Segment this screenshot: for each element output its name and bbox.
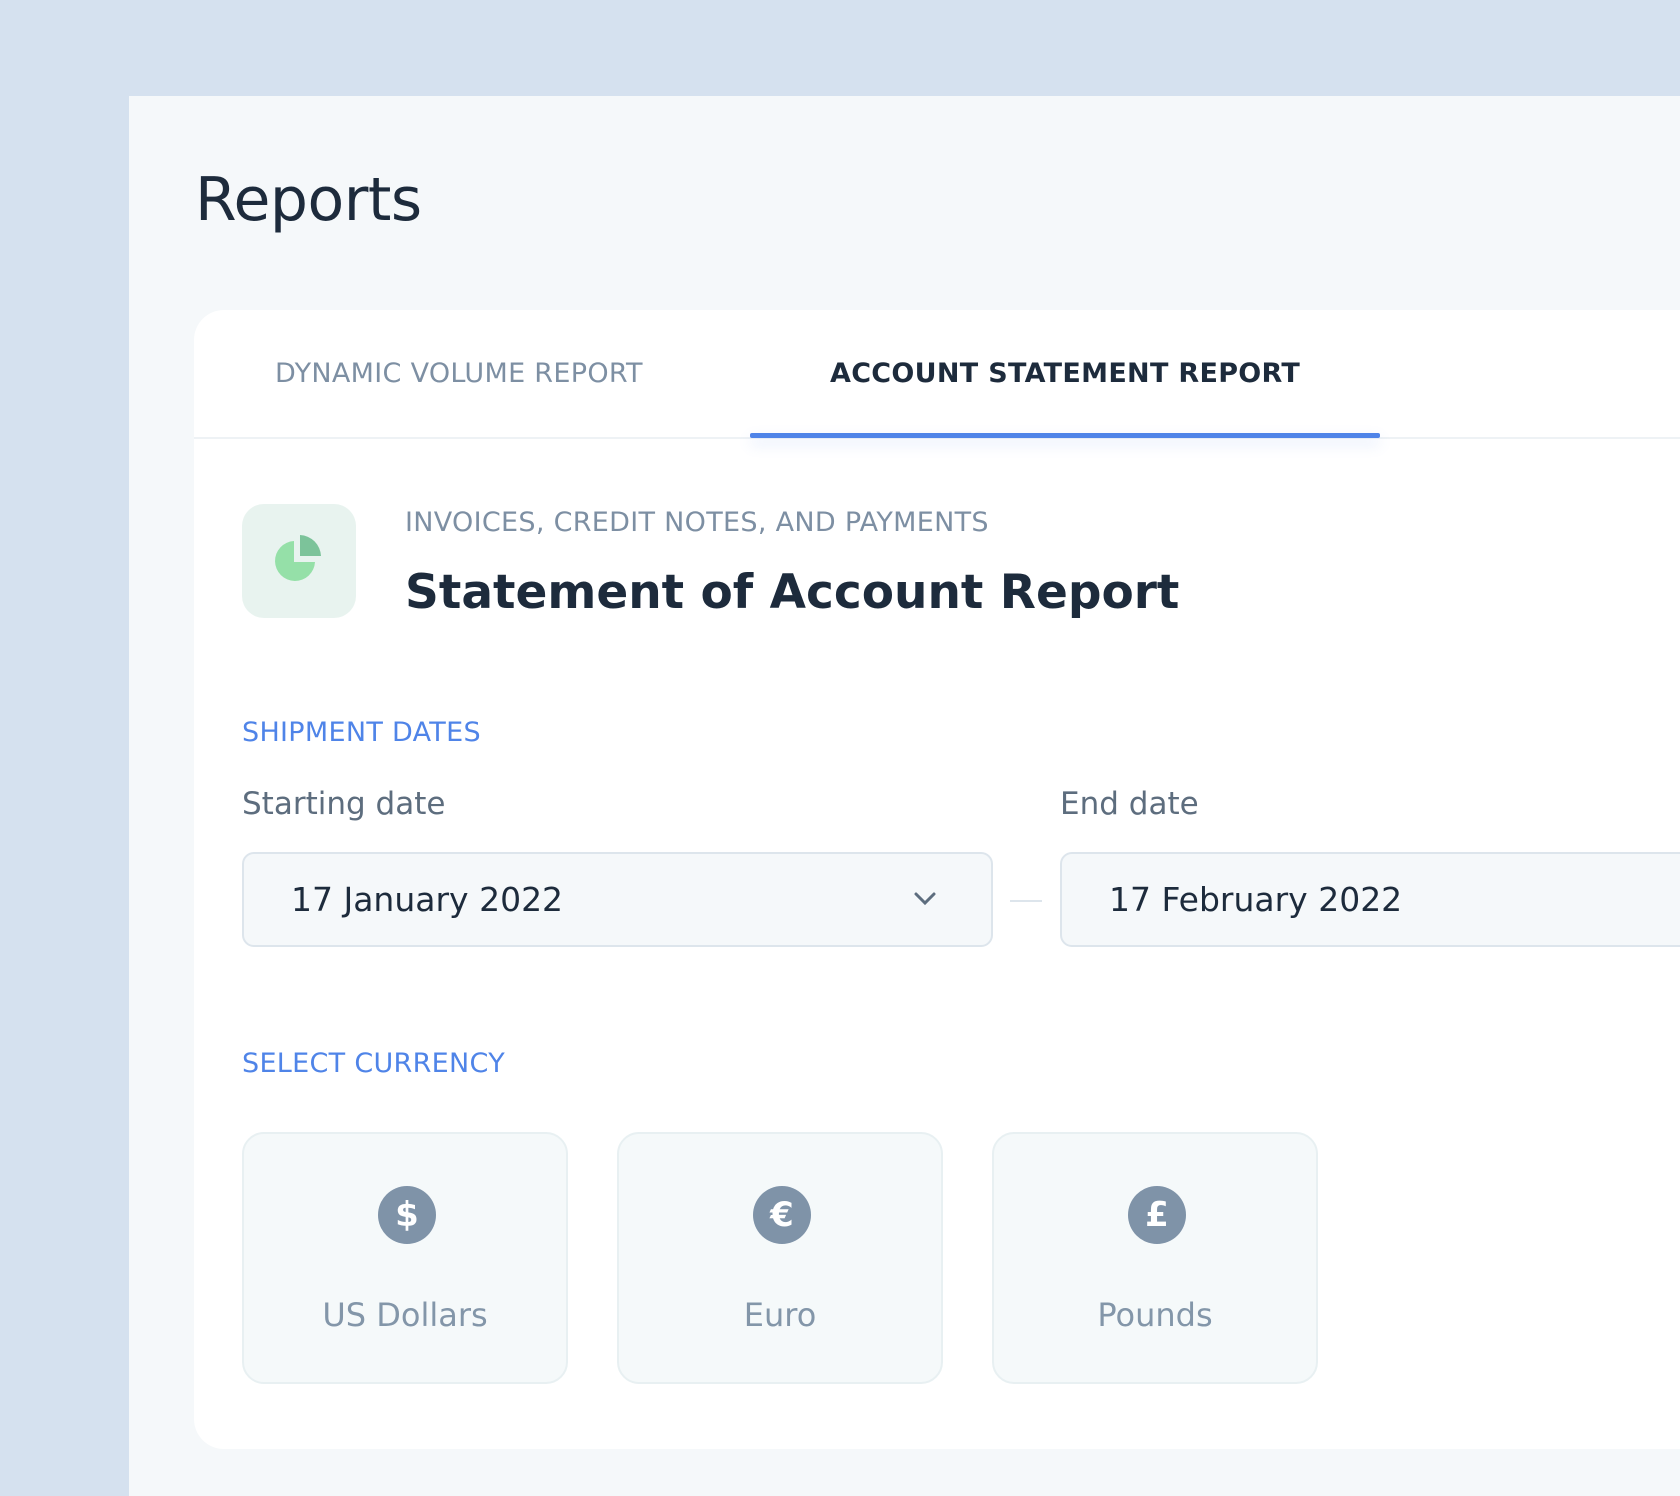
currency-option-us-dollars[interactable]: $ US Dollars xyxy=(242,1132,568,1384)
end-date-select[interactable]: 17 February 2022 xyxy=(1060,852,1680,947)
pound-icon: £ xyxy=(1128,1186,1186,1244)
tabs-divider xyxy=(194,437,1680,439)
report-title: Statement of Account Report xyxy=(405,565,1180,620)
end-date-label: End date xyxy=(1060,786,1199,822)
date-range-separator xyxy=(1010,900,1042,902)
pie-chart-icon xyxy=(275,535,321,581)
currency-label: Pounds xyxy=(1097,1296,1213,1334)
chevron-down-icon xyxy=(914,892,936,906)
tab-account-statement-report[interactable]: ACCOUNT STATEMENT REPORT xyxy=(830,358,1301,389)
currency-label: US Dollars xyxy=(322,1296,488,1334)
starting-date-select[interactable]: 17 January 2022 xyxy=(242,852,993,947)
select-currency-heading: SELECT CURRENCY xyxy=(242,1048,505,1079)
tab-dynamic-volume-report[interactable]: DYNAMIC VOLUME REPORT xyxy=(275,358,643,389)
active-tab-indicator xyxy=(750,433,1380,438)
page-title: Reports xyxy=(195,165,422,235)
starting-date-value: 17 January 2022 xyxy=(291,880,564,919)
shipment-dates-heading: SHIPMENT DATES xyxy=(242,717,481,748)
dollar-icon: $ xyxy=(378,1186,436,1244)
currency-option-euro[interactable]: € Euro xyxy=(617,1132,943,1384)
starting-date-label: Starting date xyxy=(242,786,446,822)
end-date-value: 17 February 2022 xyxy=(1109,880,1403,919)
report-icon-box xyxy=(242,504,356,618)
currency-option-pounds[interactable]: £ Pounds xyxy=(992,1132,1318,1384)
report-subtitle: INVOICES, CREDIT NOTES, AND PAYMENTS xyxy=(405,507,989,538)
currency-label: Euro xyxy=(743,1296,817,1334)
euro-icon: € xyxy=(753,1186,811,1244)
